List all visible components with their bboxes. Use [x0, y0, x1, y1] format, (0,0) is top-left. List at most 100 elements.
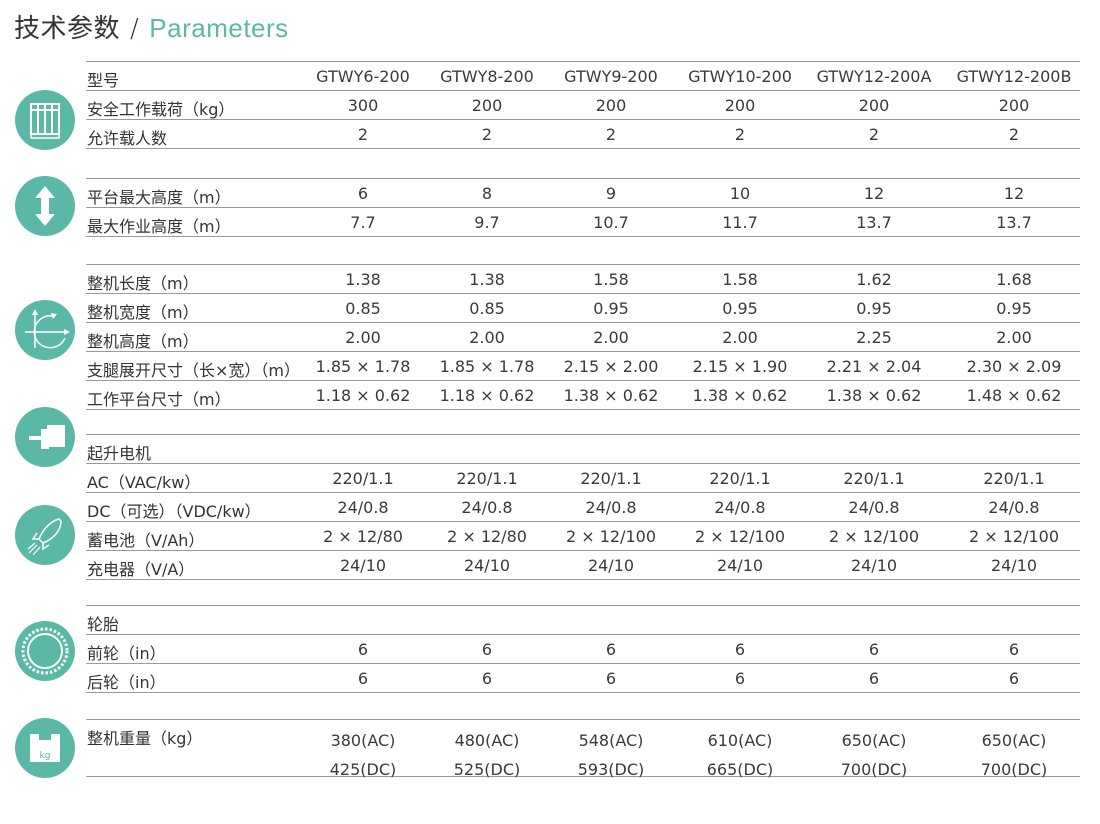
vertical-arrows-icon [15, 176, 75, 236]
row-label: 允许载人数 [87, 129, 168, 148]
table-row: 最大作业高度（m） 7.7 9.7 10.7 11.7 13.7 13.7 [86, 208, 1080, 237]
table-cell: 480(AC) 525(DC) [453, 731, 521, 779]
table-cell: 2 × 12/100 [694, 527, 786, 546]
table-cell: 300 [347, 96, 379, 115]
table-cell: 2 × 12/100 [828, 527, 920, 546]
table-cell: 24/10 [990, 556, 1038, 575]
table-row: 工作平台尺寸（m） 1.18 × 0.62 1.18 × 0.62 1.38 × 0.… [86, 381, 1080, 410]
table-cell: 6 [1008, 669, 1020, 688]
table-row: 允许载人数 2 2 2 2 2 2 [86, 120, 1080, 149]
table-cell: 6 [357, 669, 369, 688]
table-cell: 2 × 12/100 [968, 527, 1060, 546]
table-row: 整机高度（m） 2.00 2.00 2.00 2.00 2.25 2.00 [86, 323, 1080, 352]
table-cell: 1.85 × 1.78 [315, 357, 411, 376]
table-cell: 1.38 × 0.62 [692, 386, 788, 405]
row-label: 支腿展开尺寸（长×宽）（m） [87, 361, 300, 380]
table-cell: 2.00 [996, 328, 1032, 347]
table-row: 轮胎 [86, 606, 1080, 635]
table-cell: 200 [998, 96, 1030, 115]
table-cell: GTWY10-200 [688, 67, 792, 86]
table-cell: 6 [1008, 640, 1020, 659]
table-cell: 2 × 12/100 [565, 527, 657, 546]
spec-group: 轮胎 前轮（in） 6 6 6 6 6 6 后轮（in） 6 6 6 6 6 6 [86, 605, 1080, 693]
page-title: 技术参数 / Parameters [14, 8, 289, 45]
table-cell: 0.95 [593, 299, 629, 318]
table-cell: 200 [724, 96, 756, 115]
dimensions-axes-icon [15, 300, 75, 360]
table-cell: GTWY12-200B [956, 67, 1072, 86]
table-cell: 200 [595, 96, 627, 115]
table-cell: 2 [357, 125, 369, 144]
table-cell: 380(AC) 425(DC) [329, 731, 397, 779]
table-cell: 9.7 [474, 213, 500, 232]
table-cell: 0.85 [469, 299, 505, 318]
row-label: 充电器（V/A） [87, 560, 195, 579]
row-label: 后轮（in） [87, 673, 166, 692]
table-cell: 6 [868, 669, 880, 688]
title-en: Parameters [149, 13, 289, 43]
table-cell: 220/1.1 [332, 469, 394, 488]
table-cell: 8 [481, 184, 493, 203]
table-cell: 1.62 [856, 270, 892, 289]
table-cell: GTWY6-200 [316, 67, 410, 86]
row-label: 起升电机 [87, 444, 152, 463]
row-label: 型号 [87, 71, 120, 90]
row-label: 轮胎 [87, 615, 120, 634]
table-cell: 6 [605, 669, 617, 688]
row-label: 安全工作载荷（kg） [87, 100, 235, 119]
table-cell: GTWY8-200 [440, 67, 534, 86]
table-cell: 24/0.8 [337, 498, 389, 517]
table-cell: 0.95 [856, 299, 892, 318]
table-cell: 220/1.1 [983, 469, 1045, 488]
row-label: 前轮（in） [87, 644, 166, 663]
table-cell: 11.7 [722, 213, 758, 232]
row-label: 平台最大高度（m） [87, 188, 231, 207]
table-cell: 2.21 × 2.04 [826, 357, 922, 376]
table-cell: GTWY9-200 [564, 67, 658, 86]
rocket-icon [15, 505, 75, 565]
table-cell: 13.7 [856, 213, 892, 232]
row-label: 工作平台尺寸（m） [87, 390, 231, 409]
table-cell: 10.7 [593, 213, 629, 232]
table-row: DC（可选）（VDC/kw） 24/0.8 24/0.8 24/0.8 24/0.8 24… [86, 493, 1080, 522]
table-row: 整机宽度（m） 0.85 0.85 0.95 0.95 0.95 0.95 [86, 294, 1080, 323]
table-cell: 24/0.8 [714, 498, 766, 517]
table-cell: 24/0.8 [848, 498, 900, 517]
table-cell: 1.38 × 0.62 [826, 386, 922, 405]
table-cell: 24/0.8 [988, 498, 1040, 517]
table-cell: 220/1.1 [843, 469, 905, 488]
table-cell: 2.00 [469, 328, 505, 347]
table-row: 后轮（in） 6 6 6 6 6 6 [86, 664, 1080, 693]
table-cell: 650(AC) 700(DC) [840, 731, 908, 779]
table-cell: 2 [605, 125, 617, 144]
table-cell: 6 [868, 640, 880, 659]
table-row: 平台最大高度（m） 6 8 9 10 12 12 [86, 179, 1080, 208]
row-label: 整机重量（kg） [87, 729, 203, 748]
table-cell: 10 [729, 184, 751, 203]
table-cell: 13.7 [996, 213, 1032, 232]
row-label: 蓄电池（V/Ah） [87, 531, 205, 550]
table-cell: 24/10 [339, 556, 387, 575]
title-zh: 技术参数 [14, 14, 121, 44]
table-cell: 2.15 × 1.90 [692, 357, 788, 376]
table-cell: 6 [605, 640, 617, 659]
svg-text:kg: kg [40, 751, 51, 761]
table-cell: 1.38 [345, 270, 381, 289]
table-cell: 1.68 [996, 270, 1032, 289]
row-label: 整机长度（m） [87, 274, 199, 293]
table-cell: 6 [357, 640, 369, 659]
table-cell: 24/10 [463, 556, 511, 575]
table-row: AC（VAC/kw） 220/1.1 220/1.1 220/1.1 220/1.1 22… [86, 464, 1080, 493]
table-cell: 2.00 [345, 328, 381, 347]
table-cell: 220/1.1 [580, 469, 642, 488]
row-label: AC（VAC/kw） [87, 473, 201, 492]
table-cell: 1.18 × 0.62 [315, 386, 411, 405]
table-cell: 24/10 [716, 556, 764, 575]
spec-group: 整机长度（m） 1.38 1.38 1.58 1.58 1.62 1.68 整机宽度（m） 0.… [86, 264, 1080, 410]
table-cell: 548(AC) 593(DC) [577, 731, 645, 779]
table-cell: 2 [734, 125, 746, 144]
table-cell: 6 [357, 184, 369, 203]
table-cell: GTWY12-200A [816, 67, 932, 86]
table-cell: 2 [481, 125, 493, 144]
